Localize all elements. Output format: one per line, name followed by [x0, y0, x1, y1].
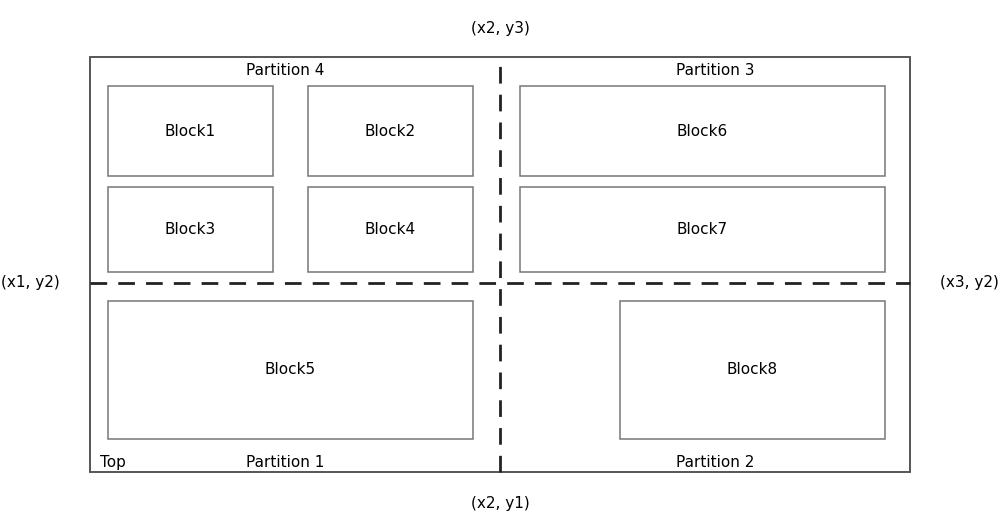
Bar	[108, 86, 273, 176]
Text: Partition 4: Partition 4	[246, 63, 324, 77]
Text: Block1: Block1	[165, 124, 216, 139]
Text: Block2: Block2	[365, 124, 416, 139]
Bar	[108, 187, 273, 272]
Text: Block7: Block7	[677, 222, 728, 237]
Text: Partition 3: Partition 3	[676, 63, 754, 77]
Bar	[520, 86, 885, 176]
Bar	[620, 301, 885, 439]
Text: Block5: Block5	[265, 362, 316, 377]
Text: Partition 1: Partition 1	[246, 456, 324, 470]
Text: Block8: Block8	[727, 362, 778, 377]
Bar	[308, 187, 473, 272]
Text: Top: Top	[100, 456, 126, 470]
Text: (x1, y2): (x1, y2)	[1, 276, 60, 290]
Bar	[108, 301, 473, 439]
Text: Block3: Block3	[165, 222, 216, 237]
Text: (x2, y1): (x2, y1)	[471, 496, 529, 511]
Bar	[520, 187, 885, 272]
Text: (x3, y2): (x3, y2)	[940, 276, 999, 290]
Text: Partition 2: Partition 2	[676, 456, 754, 470]
Text: Block4: Block4	[365, 222, 416, 237]
Text: Block6: Block6	[677, 124, 728, 139]
Bar	[308, 86, 473, 176]
Bar	[90, 57, 910, 472]
Text: (x2, y3): (x2, y3)	[471, 21, 529, 36]
